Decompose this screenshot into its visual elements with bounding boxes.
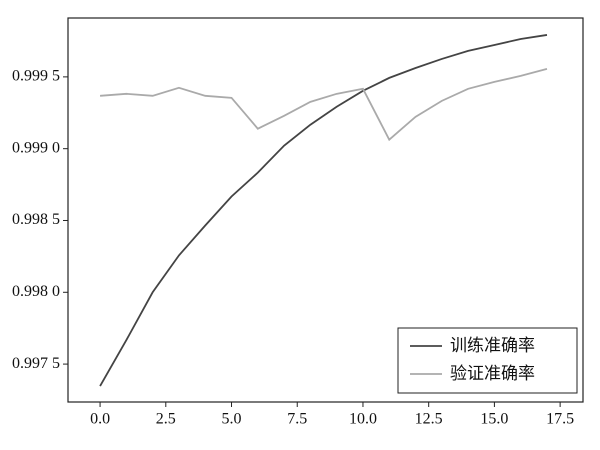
y-tick-label: 0.999 5 (12, 68, 60, 85)
legend-box (397, 327, 578, 394)
series-line (99, 34, 548, 387)
x-tick-label: 2.5 (156, 411, 176, 428)
x-tick-label: 0.0 (90, 411, 110, 428)
legend-label: 验证准确率 (450, 364, 535, 384)
x-tick-label: 12.5 (415, 411, 443, 428)
x-tick-label: 5.0 (222, 411, 242, 428)
y-tick-label: 0.998 0 (12, 283, 60, 300)
x-tick-label: 17.5 (546, 411, 574, 428)
x-tick-label: 10.0 (349, 411, 377, 428)
x-tick-label: 15.0 (480, 411, 508, 428)
legend-label: 训练准确率 (450, 336, 535, 356)
y-tick-label: 0.999 0 (12, 139, 60, 156)
series-line (100, 67, 548, 142)
y-tick-label: 0.997 5 (12, 355, 60, 372)
plot-frame (67, 17, 584, 403)
y-tick-label: 0.998 5 (12, 211, 60, 228)
x-tick-label: 7.5 (287, 411, 307, 428)
